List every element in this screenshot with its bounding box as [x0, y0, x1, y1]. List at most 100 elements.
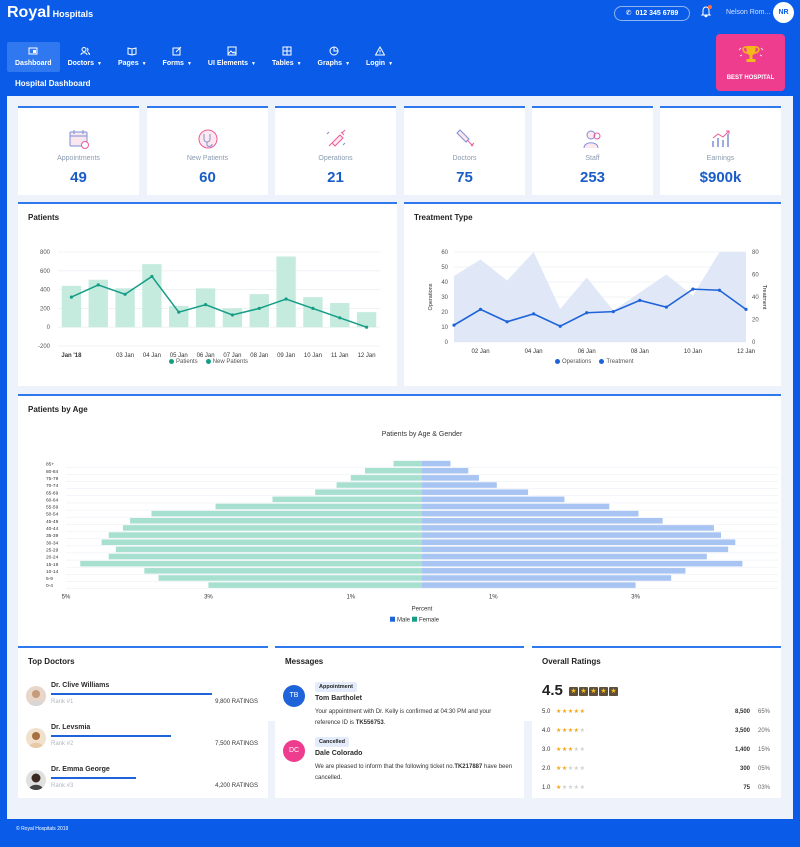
y-tick-label: 400	[40, 288, 51, 294]
stat-label: Appointments	[57, 155, 100, 162]
legend-label-male: Male	[397, 618, 411, 624]
star-icon: ★	[567, 766, 574, 772]
age-group-label: 25-29	[46, 547, 59, 553]
bar-female	[115, 546, 422, 553]
legend-label: Patients	[176, 359, 198, 366]
bar-patients	[61, 285, 82, 328]
book-icon	[127, 47, 137, 56]
rating-score: 2.0	[542, 766, 551, 772]
best-hospital-label: BEST HOSPITAL	[726, 75, 775, 81]
nav-tables[interactable]: Tables ▼	[264, 42, 310, 72]
doctor-rank: Rank #2	[51, 741, 74, 747]
stethoscope-icon	[198, 129, 217, 149]
rating-percent: 03%	[757, 785, 770, 791]
bar-patients	[195, 288, 216, 328]
message-tag: Appointment	[315, 682, 357, 692]
stat-card-earnings[interactable]: Earnings $900k	[660, 106, 781, 195]
age-group-label: 0-4	[46, 583, 53, 589]
point-treatment	[478, 307, 483, 311]
stat-card-appointments[interactable]: Appointments 49	[18, 106, 139, 195]
bar-patients	[330, 303, 350, 328]
age-group-label: 30-34	[46, 540, 59, 546]
stat-card-operations[interactable]: Operations 21	[275, 106, 396, 195]
rating-row: 1.0 ★★★★★ 75 03%	[542, 784, 770, 794]
nav-dashboard[interactable]: Dashboard	[7, 42, 60, 72]
bar-male	[422, 546, 729, 553]
legend-label: New Patients	[212, 359, 249, 366]
legend-new-patients[interactable]: New Patients	[205, 359, 249, 366]
nav-login[interactable]: Login ▼	[358, 42, 401, 72]
chevron-down-icon: ▼	[141, 61, 147, 67]
nav-forms[interactable]: Forms ▼	[155, 42, 200, 72]
age-group-label: 85+	[46, 462, 54, 468]
x-tick-label: 1%	[489, 595, 498, 601]
x-tick-label: 11 Jan	[331, 353, 349, 359]
card-title: Messages	[285, 657, 324, 666]
age-group-label: 20-24	[46, 555, 59, 561]
doctor-row[interactable]: Dr. Clive Williams Rank #1 9,800 RATINGS	[26, 682, 258, 712]
stat-card-staff[interactable]: Staff 253	[532, 106, 653, 195]
top-bar: Royal Hospitals ✆ 012 345 6789 Nelson Rom…	[0, 0, 800, 30]
point-new-patients	[203, 303, 208, 307]
rating-row: 2.0 ★★★★★ 300 05%	[542, 765, 770, 775]
brand-sub: Hospitals	[52, 9, 94, 19]
x-tick-label: 12 Jan	[358, 353, 376, 359]
overall-stars: ★ ★ ★ ★ ★	[569, 687, 618, 696]
age-group-label: 75-79	[46, 476, 59, 482]
y-tick-label: 800	[40, 250, 51, 256]
rating-score: 4.0	[542, 728, 551, 734]
x-tick-label: 1%	[346, 595, 355, 601]
nav-doctors[interactable]: Doctors ▼	[60, 42, 110, 72]
y-tick-label: 600	[40, 269, 51, 275]
rating-percent: 20%	[757, 728, 770, 734]
x-tick-label: 08 Jan	[250, 353, 268, 359]
age-group-label: 65-69	[46, 490, 59, 496]
bar-patients	[276, 256, 296, 328]
notification-bell-icon[interactable]	[699, 5, 713, 19]
bar-female	[393, 460, 422, 467]
star-icon: ★	[573, 766, 580, 772]
rating-count: 3,500	[734, 728, 750, 734]
rating-percent: 15%	[757, 747, 770, 753]
bar-male	[422, 539, 736, 545]
point-new-patients	[69, 295, 74, 299]
bar-female	[215, 503, 422, 510]
message-body: We are pleased to inform that the follow…	[315, 762, 515, 784]
legend-treatment[interactable]: Treatment	[599, 359, 633, 365]
bar-female	[130, 518, 422, 524]
table-icon	[282, 46, 292, 56]
bar-female	[151, 510, 422, 517]
stat-card-new-patients[interactable]: New Patients 60	[147, 106, 268, 195]
rating-percent: 65%	[757, 709, 770, 715]
stat-value: 60	[199, 169, 216, 186]
stat-card-doctors[interactable]: Doctors 75	[404, 106, 525, 195]
doctor-avatar	[26, 728, 46, 748]
phone-button[interactable]: ✆ 012 345 6789	[614, 6, 690, 21]
star-icon: ★	[579, 785, 586, 791]
nav-graphs[interactable]: Graphs ▼	[310, 42, 358, 72]
legend-operations[interactable]: Operations	[555, 359, 591, 365]
y-tick-label: 200	[40, 306, 51, 312]
nav-ui-elements[interactable]: UI Elements ▼	[200, 42, 264, 72]
nav-pages[interactable]: Pages ▼	[110, 42, 155, 72]
doctor-rank: Rank #3	[51, 783, 74, 789]
user-avatar[interactable]: NR	[773, 2, 794, 23]
user-name[interactable]: Nelson Rom...	[726, 9, 771, 16]
doctor-avatar	[26, 686, 46, 706]
x-tick-label: 5%	[62, 595, 71, 601]
star-icon: ★	[573, 785, 580, 791]
age-pyramid-chart: Patients by Age & Gender 85+80-8475-7970-…	[46, 431, 778, 624]
star-icon: ★	[579, 728, 586, 734]
y-left-tick-label: 30	[441, 295, 448, 301]
star-icon: ★	[561, 747, 568, 753]
trophy-icon	[738, 46, 763, 62]
main-nav: Dashboard Doctors ▼ Pages ▼ Forms ▼ UI Elem…	[7, 42, 401, 72]
doctor-row[interactable]: Dr. Emma George Rank #3 4,200 RATINGS	[26, 766, 258, 796]
doctor-name: Dr. Levsmia	[51, 724, 91, 731]
doctor-row[interactable]: Dr. Levsmia Rank #2 7,500 RATINGS	[26, 724, 258, 754]
star-icon: ★	[556, 728, 562, 734]
point-treatment	[638, 298, 642, 302]
message-text: have been cancelled.	[315, 764, 513, 781]
brand-logo[interactable]: Royal Hospitals	[7, 4, 93, 22]
legend-patients[interactable]: Patients	[169, 359, 198, 365]
